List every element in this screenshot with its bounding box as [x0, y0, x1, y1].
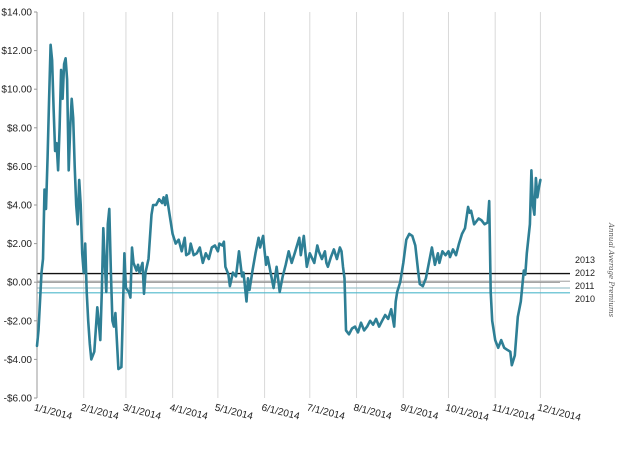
y-tick-label: $4.00: [7, 201, 32, 212]
y-tick-label: -$6.00: [4, 394, 33, 405]
x-tick-label: 1/1/2014: [33, 402, 74, 422]
x-tick-label: 10/1/2014: [444, 402, 490, 424]
x-tick-label: 11/1/2014: [491, 402, 537, 423]
x-tick-label: 5/1/2014: [214, 402, 255, 422]
reference-label-2011: 2011: [575, 281, 594, 291]
y-tick-label: $6.00: [7, 162, 32, 173]
x-tick-label: 12/1/2014: [536, 402, 582, 424]
y-tick-label: $0.00: [7, 278, 32, 289]
x-tick-label: 3/1/2014: [122, 402, 163, 422]
y-tick-label: $12.00: [1, 46, 32, 57]
reference-labels: 2013 2012 2011 2010: [575, 255, 595, 304]
y-tick-label: -$2.00: [4, 316, 33, 327]
y-tick-label: $8.00: [7, 123, 32, 134]
y-tick-label: -$4.00: [4, 355, 33, 366]
y-axis: $14.00 $12.00 $10.00 $8.00 $6.00 $4.00 $2.00 $0…: [1, 8, 38, 405]
vertical-gridlines: [36, 12, 560, 398]
x-tick-label: 4/1/2014: [168, 402, 209, 422]
x-tick-label: 9/1/2014: [399, 402, 440, 422]
reference-label-2012: 2012: [575, 268, 595, 278]
x-axis: 1/1/2014 2/1/2014 3/1/2014 4/1/2014 5/1/2014…: [33, 402, 583, 424]
x-tick-label: 7/1/2014: [306, 402, 347, 422]
reference-label-2013: 2013: [575, 255, 595, 265]
series-group: [35, 43, 542, 371]
y-tick-label: $14.00: [1, 8, 32, 19]
x-tick-label: 6/1/2014: [260, 402, 301, 422]
series-line-0: [35, 43, 542, 371]
side-note: Annual Average Premiums: [607, 222, 615, 318]
y-tick-label: $10.00: [1, 85, 32, 96]
reference-label-2010: 2010: [575, 294, 595, 304]
x-tick-label: 2/1/2014: [79, 402, 120, 422]
x-tick-label: 8/1/2014: [352, 402, 393, 422]
y-tick-label: $2.00: [7, 239, 32, 250]
